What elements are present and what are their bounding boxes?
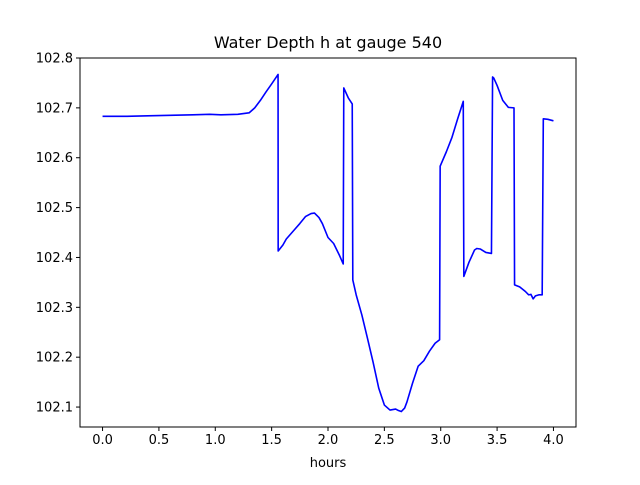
x-tick-label: 4.0 <box>543 433 564 448</box>
chart-title: Water Depth h at gauge 540 <box>214 33 442 52</box>
axis-ticks: 0.0 0.5 1.0 1.5 2.0 2.5 3.0 3.5 4.0 102.1 102.2 102… <box>36 52 564 449</box>
y-tick-label: 102.3 <box>36 301 73 316</box>
x-tick-label: 1.0 <box>205 433 226 448</box>
x-tick-label: 2.5 <box>374 433 395 448</box>
y-tick-label: 102.8 <box>36 52 73 67</box>
x-tick-label: 0.5 <box>149 433 170 448</box>
x-axis-label: hours <box>310 456 347 471</box>
y-tick-label: 102.5 <box>36 201 73 216</box>
x-tick-label: 2.0 <box>318 433 339 448</box>
axes-frame <box>79 57 577 428</box>
series-line-0 <box>102 73 554 413</box>
x-tick-label: 1.5 <box>261 433 282 448</box>
y-tick-label: 102.1 <box>36 401 73 416</box>
x-tick-label: 0.0 <box>92 433 113 448</box>
x-tick-label: 3.5 <box>487 433 508 448</box>
y-tick-label: 102.6 <box>36 151 73 166</box>
y-tick-label: 102.7 <box>36 101 73 116</box>
y-tick-label: 102.2 <box>36 351 73 366</box>
plot-area <box>102 73 554 413</box>
y-tick-label: 102.4 <box>36 251 73 266</box>
x-tick-label: 3.0 <box>430 433 451 448</box>
